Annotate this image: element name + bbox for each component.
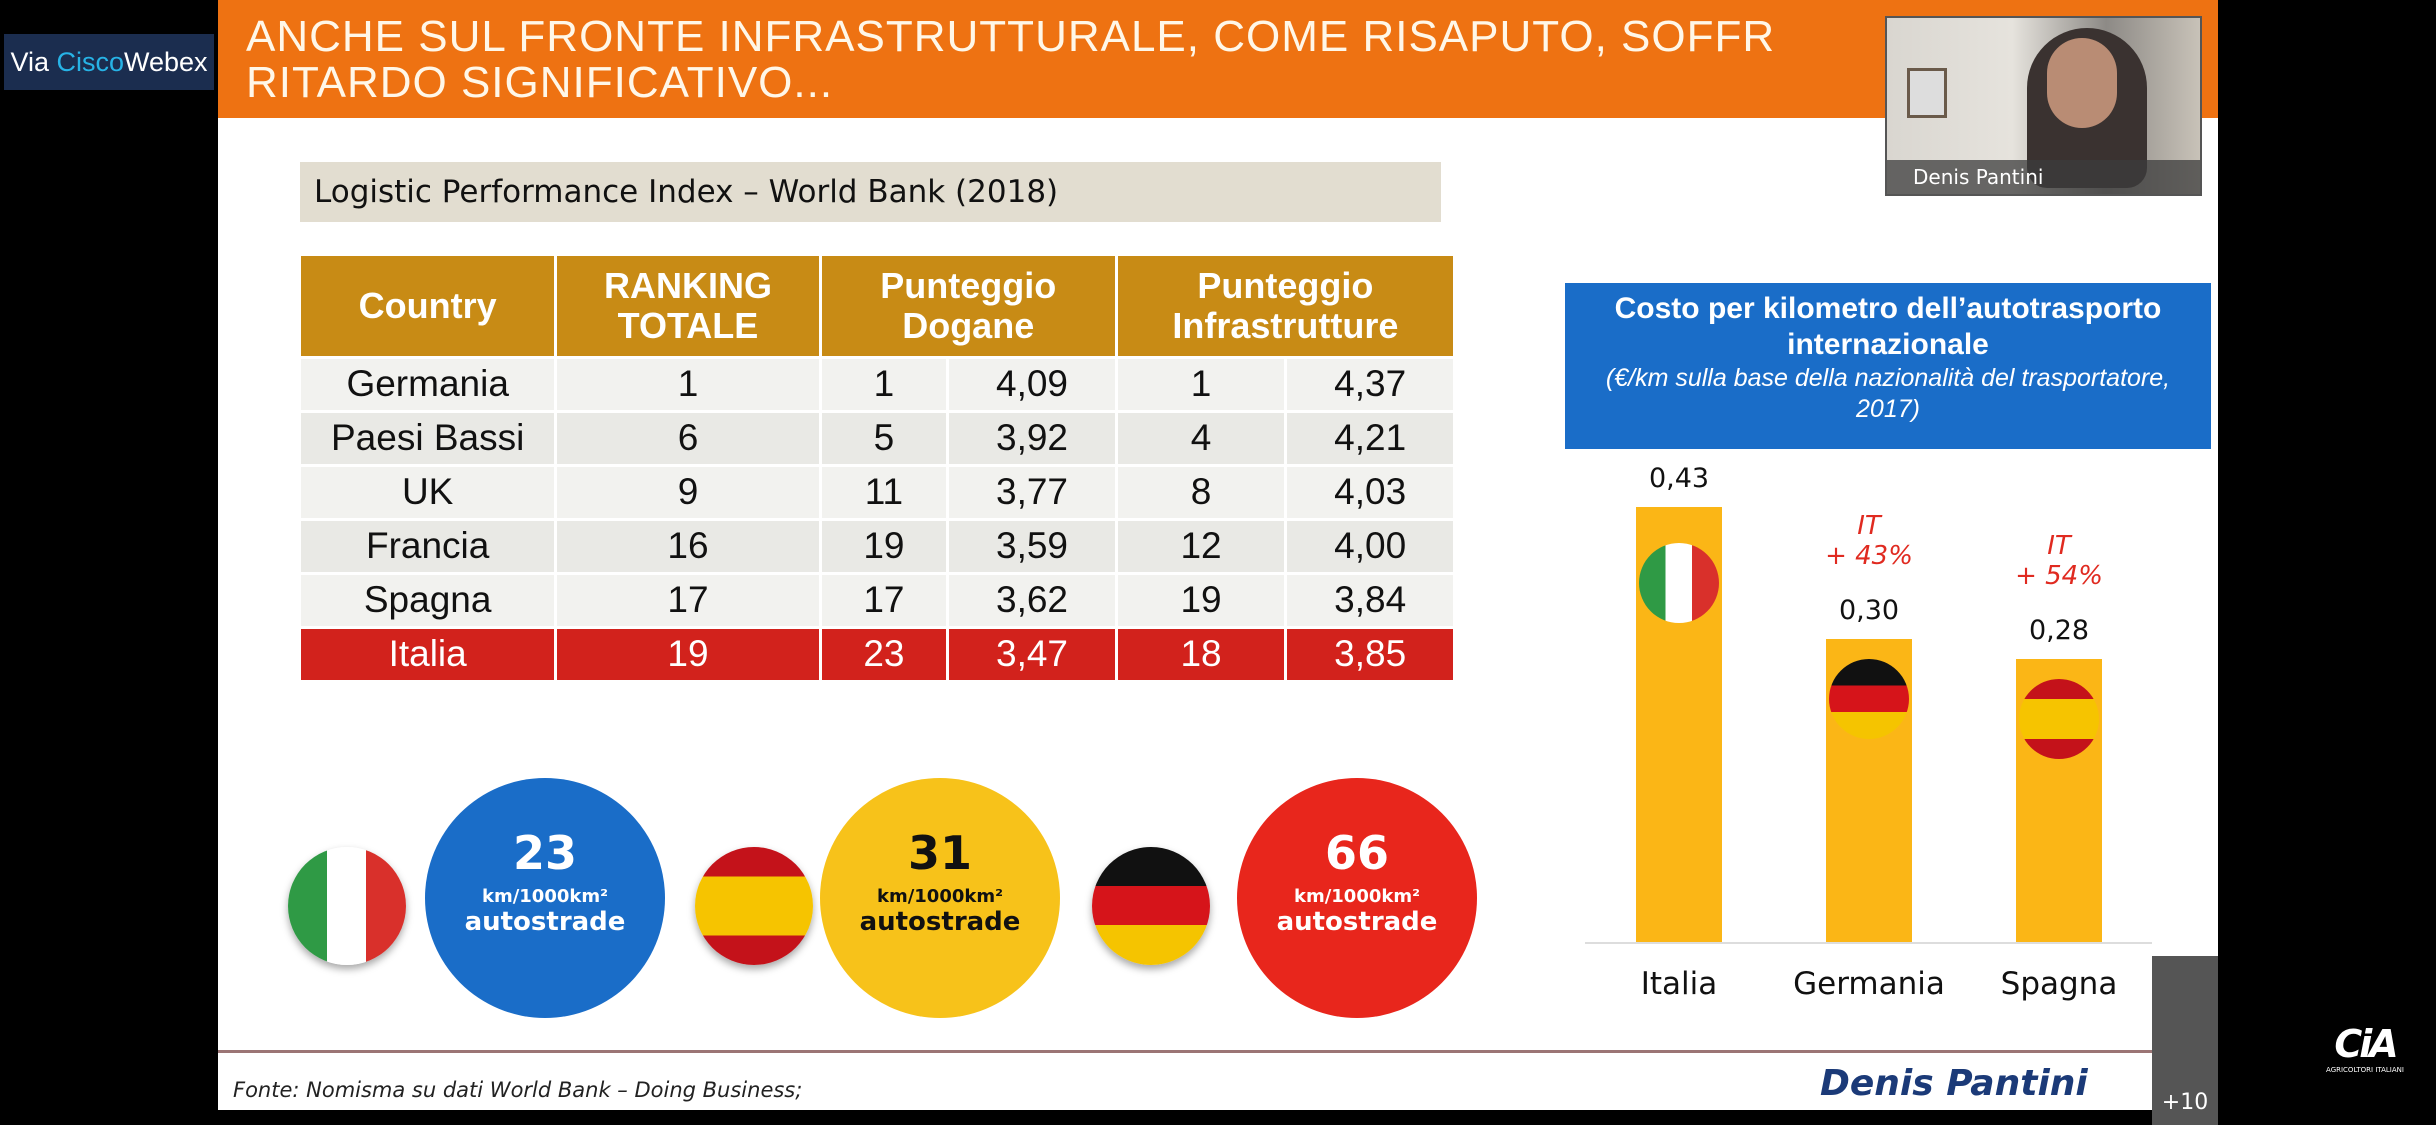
density-unit: km/1000km² <box>481 886 608 907</box>
table-cell: 1 <box>1114 355 1288 413</box>
table-cell: 3,84 <box>1284 571 1456 629</box>
flag-germania-icon <box>1092 847 1210 965</box>
slide-title: ANCHE SUL FRONTE INFRASTRUTTURALE, COME … <box>218 0 2218 118</box>
table-cell: 3,47 <box>946 625 1118 683</box>
webex-badge: Via CiscoWebex <box>4 34 214 90</box>
table-cell: UK <box>297 463 558 521</box>
header-dogane: Punteggio Dogane <box>818 256 1118 357</box>
chart-title-box: Costo per kilometro dell’autotrasporto i… <box>1565 283 2211 449</box>
table-cell: 17 <box>818 571 950 629</box>
table-cell: 3,62 <box>946 571 1118 629</box>
flag-germania-icon <box>1829 658 1909 739</box>
category-label: Germania <box>1793 966 1945 1002</box>
table-cell: 19 <box>1114 571 1288 629</box>
participant-name: Denis Pantini <box>1887 160 2200 194</box>
table-cell: 18 <box>1114 625 1288 683</box>
table-row: Francia 16 19 3,59 12 4,00 <box>297 517 1456 575</box>
density-label: autostrade <box>464 907 626 937</box>
table-row: UK 9 11 3,77 8 4,03 <box>297 463 1456 521</box>
flag-spagna-icon <box>695 847 813 965</box>
lpi-title: Logistic Performance Index – World Bank … <box>300 162 1441 222</box>
density-label: autostrade <box>1276 907 1438 937</box>
flag-italia-icon <box>1639 543 1719 623</box>
wall-picture <box>1907 68 1947 118</box>
table-row: Italia 19 23 3,47 18 3,85 <box>297 625 1456 683</box>
table-cell: 12 <box>1114 517 1288 575</box>
density-label: autostrade <box>859 907 1021 937</box>
bar-annotation: IT + 43% <box>1825 510 1913 571</box>
more-participants-button[interactable]: +10 <box>2152 956 2218 1125</box>
table-row: Spagna 17 17 3,62 19 3,84 <box>297 571 1456 629</box>
table-cell: 3,77 <box>946 463 1118 521</box>
table-cell: 4,03 <box>1284 463 1456 521</box>
header-country: Country <box>297 256 558 357</box>
table-cell: 17 <box>554 571 822 629</box>
table-cell: 6 <box>554 409 822 467</box>
webex-text: Webex <box>124 47 208 77</box>
table-cell: 3,85 <box>1284 625 1456 683</box>
table-cell: Francia <box>297 517 558 575</box>
table-cell: 3,59 <box>946 517 1118 575</box>
title-line-1: ANCHE SUL FRONTE INFRASTRUTTURALE, COME … <box>246 12 1776 61</box>
flag-italia-icon <box>288 847 406 965</box>
table-cell: 4,21 <box>1284 409 1456 467</box>
cisco-text: Cisco <box>56 47 124 77</box>
chart-baseline <box>1585 942 2152 944</box>
table-row: Germania 1 1 4,09 1 4,37 <box>297 355 1456 413</box>
density-value: 23 <box>512 826 577 880</box>
chart-subtitle: (€/km sulla base della nazionalità del t… <box>1605 364 2171 423</box>
highway-density-circle: 66 km/1000km² autostrade <box>1237 778 1477 1018</box>
header-ranking: RANKING TOTALE <box>554 256 822 357</box>
category-label: Spagna <box>2000 966 2118 1002</box>
highway-density-circle: 31 km/1000km² autostrade <box>820 778 1060 1018</box>
table-cell: 5 <box>818 409 950 467</box>
density-value: 66 <box>1324 826 1389 880</box>
highway-density-circle: 23 km/1000km² autostrade <box>425 778 665 1018</box>
flag-spagna-icon <box>2019 678 2099 759</box>
table-cell: 11 <box>818 463 950 521</box>
table-cell: 1 <box>818 355 950 413</box>
footer-divider <box>218 1050 2152 1053</box>
table-cell: 4,37 <box>1284 355 1456 413</box>
author-name: Denis Pantini <box>1820 1063 2088 1104</box>
title-line-2: RITARDO SIGNIFICATIVO... <box>246 58 834 107</box>
table-cell: 9 <box>554 463 822 521</box>
table-cell: Italia <box>297 625 558 683</box>
bar-value-label: 0,28 <box>2028 614 2090 646</box>
table-cell: 23 <box>818 625 950 683</box>
source-note: Fonte: Nomisma su dati World Bank – Doin… <box>233 1078 803 1102</box>
table-cell: 19 <box>554 625 822 683</box>
bar-value-label: 0,43 <box>1648 463 1710 494</box>
table-cell: 19 <box>818 517 950 575</box>
chart-title: Costo per kilometro dell’autotrasporto i… <box>1614 292 2162 361</box>
table-cell: 4,00 <box>1284 517 1456 575</box>
table-cell: 4,09 <box>946 355 1118 413</box>
participant-face <box>2047 38 2117 128</box>
table-cell: 16 <box>554 517 822 575</box>
density-value: 31 <box>907 826 972 880</box>
logo-caption: AGRICOLTORI ITALIANI <box>2326 1066 2404 1074</box>
table-cell: Germania <box>297 355 558 413</box>
cia-logo: CiA AGRICOLTORI ITALIANI <box>2320 1022 2410 1074</box>
density-unit: km/1000km² <box>1293 886 1420 907</box>
table-cell: 8 <box>1114 463 1288 521</box>
table-row: Paesi Bassi 6 5 3,92 4 4,21 <box>297 409 1456 467</box>
table-cell: Spagna <box>297 571 558 629</box>
table-cell: Paesi Bassi <box>297 409 558 467</box>
table-cell: 1 <box>554 355 822 413</box>
density-unit: km/1000km² <box>876 886 1003 907</box>
lpi-table: Country RANKING TOTALE Punteggio Dogane … <box>297 256 1457 683</box>
bar-annotation: IT + 54% <box>2015 530 2103 591</box>
category-label: Italia <box>1640 966 1718 1002</box>
table-cell: 4 <box>1114 409 1288 467</box>
table-cell: 3,92 <box>946 409 1118 467</box>
bar-value-label: 0,30 <box>1838 594 1900 626</box>
via-text: Via <box>10 47 57 77</box>
header-infrastrutture: Punteggio Infrastrutture <box>1114 256 1457 357</box>
participant-video[interactable]: Denis Pantini <box>1885 16 2202 196</box>
